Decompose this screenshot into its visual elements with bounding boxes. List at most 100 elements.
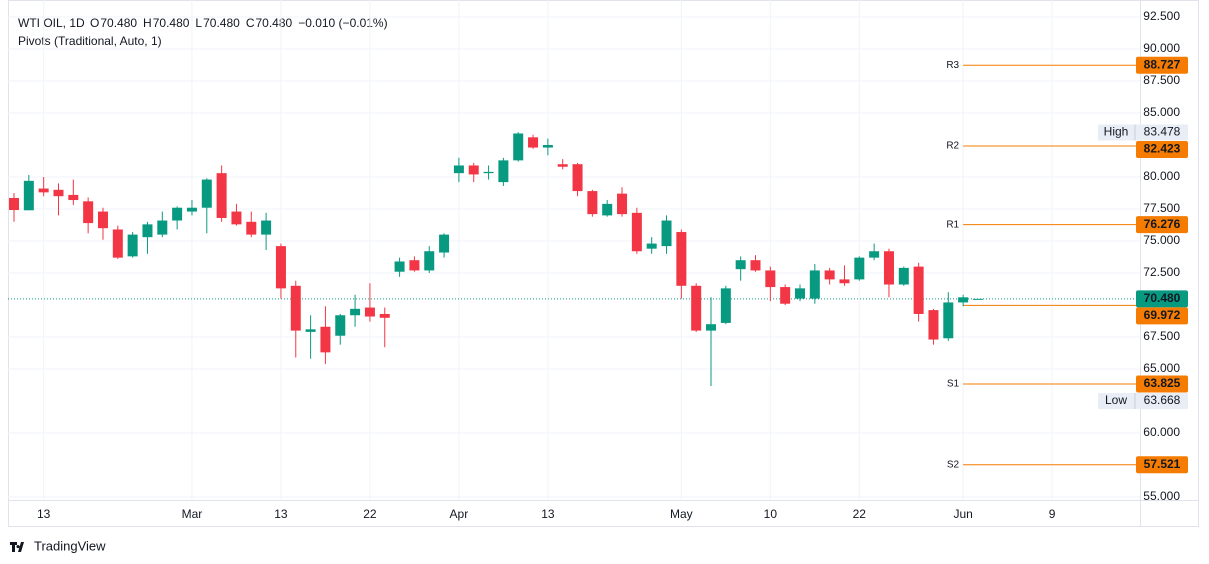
candle-body — [706, 324, 717, 331]
candle-body — [587, 191, 598, 215]
candle-body — [290, 285, 301, 331]
candle-body — [824, 270, 835, 280]
y-tick-label: 55.000 — [1143, 489, 1180, 503]
legend-key: O — [90, 16, 99, 30]
pivot-value: 63.825 — [1144, 376, 1181, 390]
legend-key: L — [195, 16, 202, 30]
pivot-value-box — [1136, 140, 1188, 158]
y-tick-label: 60.000 — [1143, 425, 1180, 439]
candle-body — [38, 188, 49, 193]
candle-body — [379, 313, 390, 318]
candle-body — [350, 308, 361, 316]
candle-body — [898, 267, 909, 285]
pivot-value-box — [1136, 375, 1188, 393]
high-box — [1098, 124, 1188, 141]
pivot-value: 69.972 — [1144, 308, 1181, 322]
candle-body — [839, 279, 850, 284]
pivot-value-box — [1136, 56, 1188, 74]
y-tick-label: 80.000 — [1143, 169, 1180, 183]
candle-body — [750, 260, 761, 271]
candle-body — [735, 260, 746, 270]
candle-body — [780, 287, 791, 304]
x-tick-label: 10 — [764, 507, 778, 521]
brand: TradingView — [34, 538, 106, 553]
last-price-label: 70.480 — [1144, 291, 1181, 305]
pivot-value: 88.727 — [1144, 57, 1181, 71]
y-tick-label: 87.500 — [1143, 73, 1180, 87]
candle-body — [794, 288, 805, 299]
y-tick-label: 85.000 — [1143, 105, 1180, 119]
pivot-name: R1 — [946, 219, 959, 230]
candle-body — [453, 165, 464, 174]
x-tick-label: Mar — [182, 507, 203, 521]
legend-value: 70.480 — [203, 16, 240, 30]
x-tick-label: 22 — [363, 507, 377, 521]
x-tick-label: 13 — [541, 507, 555, 521]
y-tick-label: 90.000 — [1143, 41, 1180, 55]
y-tick-label: 75.000 — [1143, 233, 1180, 247]
candle-body — [809, 270, 820, 299]
pivot-value-box — [1136, 307, 1188, 325]
candle-body — [661, 220, 672, 247]
y-tick-label: 92.500 — [1143, 9, 1180, 23]
candle-body — [913, 266, 924, 314]
candle-body — [335, 315, 346, 336]
candle-body — [972, 298, 983, 300]
indicator-name: Pivots (Traditional, Auto, 1) — [18, 34, 162, 48]
low-value: 63.668 — [1144, 393, 1181, 407]
candle-body — [23, 180, 34, 211]
pivot-name: R2 — [946, 141, 959, 152]
pivot-name: R3 — [946, 60, 959, 71]
y-tick-label: 72.500 — [1143, 265, 1180, 279]
candle-body — [854, 257, 865, 280]
candle-body — [127, 234, 138, 257]
last-price-box — [1136, 290, 1188, 308]
legend-value: 70.480 — [255, 16, 292, 30]
pivot-value-box — [1136, 216, 1188, 234]
candle-body — [617, 193, 628, 215]
pivot-value-box — [1136, 456, 1188, 474]
candle-body — [765, 270, 776, 288]
candle-body — [468, 165, 479, 175]
candle-body — [142, 224, 153, 238]
candle-body — [305, 329, 316, 332]
candle-body — [720, 288, 731, 323]
candle-body — [68, 194, 79, 201]
candle-body — [112, 229, 123, 258]
x-tick-label: Apr — [450, 507, 469, 521]
pivot-name: S2 — [947, 459, 960, 470]
candle-body — [483, 171, 494, 174]
x-tick-label: May — [670, 507, 693, 521]
low-name: Low — [1105, 393, 1127, 407]
candle-body — [201, 179, 212, 208]
x-tick-label: 22 — [853, 507, 867, 521]
legend-change: −0.010 (−0.01%) — [298, 16, 387, 30]
pivot-name: S1 — [947, 379, 960, 390]
candle-body — [409, 260, 420, 271]
high-value: 83.478 — [1144, 125, 1181, 139]
high-name: High — [1104, 125, 1129, 139]
candle-body — [97, 211, 108, 229]
chart-title: WTI OIL, 1D — [18, 16, 85, 30]
legend-key: H — [143, 16, 152, 30]
candle-body — [186, 207, 197, 212]
brand-logo — [10, 542, 24, 552]
x-tick-label: 13 — [274, 507, 288, 521]
candle-body — [928, 310, 939, 340]
candle-body — [216, 173, 227, 218]
candle-body — [958, 297, 969, 303]
candle-body — [542, 145, 553, 148]
candle-body — [231, 211, 242, 225]
candle-body — [172, 207, 183, 221]
candle-body — [676, 232, 687, 286]
candle-body — [439, 234, 450, 253]
candle-body — [157, 220, 168, 235]
candle-body — [528, 137, 539, 148]
candle-body — [275, 246, 286, 289]
x-tick-label: Jun — [953, 507, 972, 521]
x-tick-label: 13 — [37, 507, 51, 521]
candle-body — [261, 220, 272, 235]
pivot-value: 82.423 — [1144, 142, 1181, 156]
legend-key: C — [246, 16, 255, 30]
